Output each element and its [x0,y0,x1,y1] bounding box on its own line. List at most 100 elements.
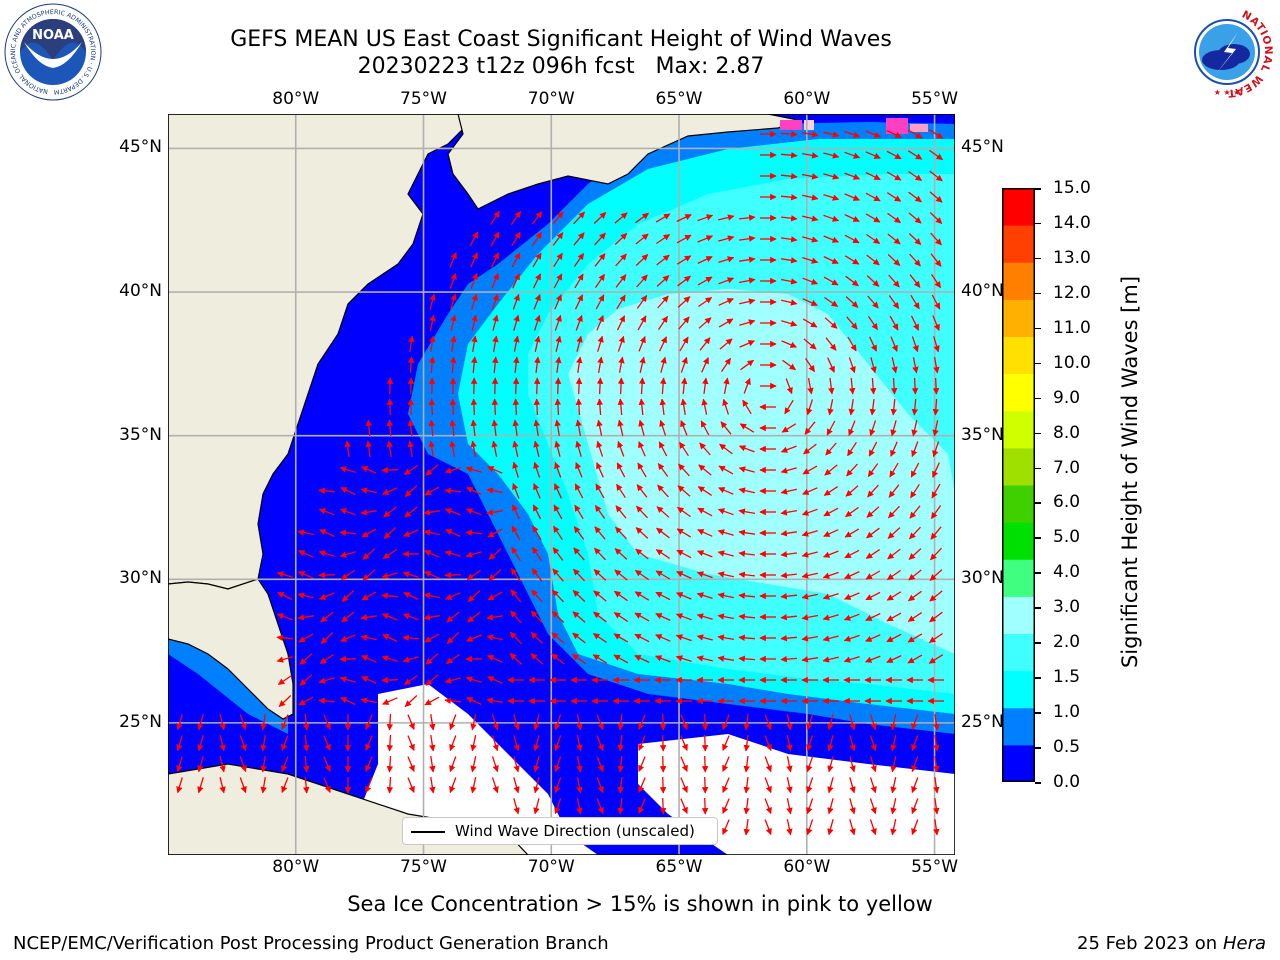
wave-direction-arrow [865,549,881,559]
wave-direction-arrow [554,398,562,416]
wave-direction-arrow [786,714,793,731]
wave-direction-arrow [554,294,562,310]
wave-direction-arrow [803,338,817,350]
wave-direction-arrow [869,336,877,352]
colorbar-segment [1002,262,1035,300]
wave-direction-arrow [492,335,499,353]
wave-direction-arrow [719,443,733,455]
lon-label-bottom: 75°W [400,857,447,877]
wave-direction-arrow [407,356,415,374]
wave-direction-arrow [844,255,860,265]
wave-direction-arrow [428,356,436,374]
wave-direction-arrow [635,527,649,539]
wave-direction-arrow [197,714,204,731]
wave-direction-arrow [827,357,835,373]
wave-direction-arrow [449,272,457,289]
wave-direction-arrow [801,173,819,180]
wave-direction-arrow [491,356,499,374]
wave-direction-arrow [656,275,670,287]
wave-direction-arrow [718,277,735,285]
wave-direction-arrow [659,755,667,773]
wave-direction-arrow [849,735,856,752]
wave-direction-arrow [638,777,646,793]
wave-direction-arrow [933,356,940,374]
wave-direction-arrow [680,356,688,373]
wave-direction-arrow [407,419,415,437]
wave-direction-arrow [657,484,669,498]
colorbar-segment [1002,299,1035,338]
wave-direction-arrow [553,525,563,541]
wave-direction-arrow [488,569,502,581]
wave-direction-arrow [596,735,604,752]
wave-direction-arrow [802,318,818,328]
wave-direction-arrow [638,419,645,436]
wave-direction-arrow [909,526,921,540]
wave-direction-arrow [864,655,881,663]
wave-direction-arrow [890,756,897,773]
wave-direction-arrow [465,466,482,473]
wave-direction-arrow [848,420,856,437]
wave-direction-arrow [929,569,943,581]
wave-direction-arrow [575,440,582,457]
wave-direction-arrow [717,571,734,578]
wave-direction-arrow [848,357,856,374]
wave-direction-arrow [554,314,562,331]
wave-direction-arrow [593,611,607,623]
wave-direction-arrow [176,777,183,794]
wave-direction-arrow [804,421,816,435]
wave-direction-arrow [677,275,691,287]
wave-direction-arrow [449,356,457,374]
wave-direction-arrow [804,358,816,373]
colorbar-segment [1002,373,1035,412]
wave-direction-arrow [742,399,752,415]
wave-direction-arrow [297,614,314,621]
wave-direction-arrow [386,419,394,437]
wave-direction-arrow [533,714,540,731]
colorbar-tick-label: 0.5 [1053,737,1081,758]
wave-direction-arrow [780,278,798,285]
wave-direction-arrow [613,590,628,602]
wave-direction-arrow [576,797,583,815]
wave-direction-arrow [465,676,482,684]
wave-direction-arrow [554,377,562,395]
wave-direction-arrow [318,550,335,557]
wave-direction-arrow [780,509,798,516]
wave-direction-arrow [281,777,289,794]
wave-direction-arrow [470,714,477,731]
wave-direction-arrow [573,211,585,225]
wave-direction-arrow [823,486,839,496]
wave-direction-arrow [849,798,856,815]
wave-direction-arrow [911,336,919,353]
wave-direction-arrow [444,550,461,557]
wave-direction-arrow [425,674,439,686]
wave-direction-arrow [848,377,856,395]
wave-direction-arrow [531,589,543,603]
wave-direction-arrow [701,776,709,794]
wave-direction-arrow [574,483,584,499]
wave-direction-arrow [403,592,419,600]
wave-direction-arrow [784,399,794,415]
wave-direction-arrow [933,798,940,815]
wave-direction-arrow [597,356,604,374]
wave-direction-arrow [276,656,293,663]
wave-direction-arrow [655,591,671,601]
wave-direction-arrow [676,234,692,244]
wave-direction-arrow [450,335,457,353]
wave-direction-arrow [219,735,226,752]
wave-direction-arrow [381,592,399,600]
wave-direction-arrow [424,571,440,579]
wave-direction-arrow [318,571,336,579]
wave-direction-arrow [573,232,585,246]
colorbar-tick-mark [1035,327,1041,330]
wave-direction-arrow [424,696,440,706]
wave-direction-arrow [659,797,667,815]
wave-direction-arrow [868,441,878,457]
wave-direction-arrow [827,735,834,752]
wave-direction-arrow [847,336,857,352]
wave-direction-arrow [423,529,440,536]
wave-direction-arrow [929,170,943,182]
wave-direction-arrow [635,548,649,560]
wave-direction-arrow [470,252,478,268]
wave-direction-arrow [717,655,735,662]
wave-direction-arrow [677,485,691,497]
